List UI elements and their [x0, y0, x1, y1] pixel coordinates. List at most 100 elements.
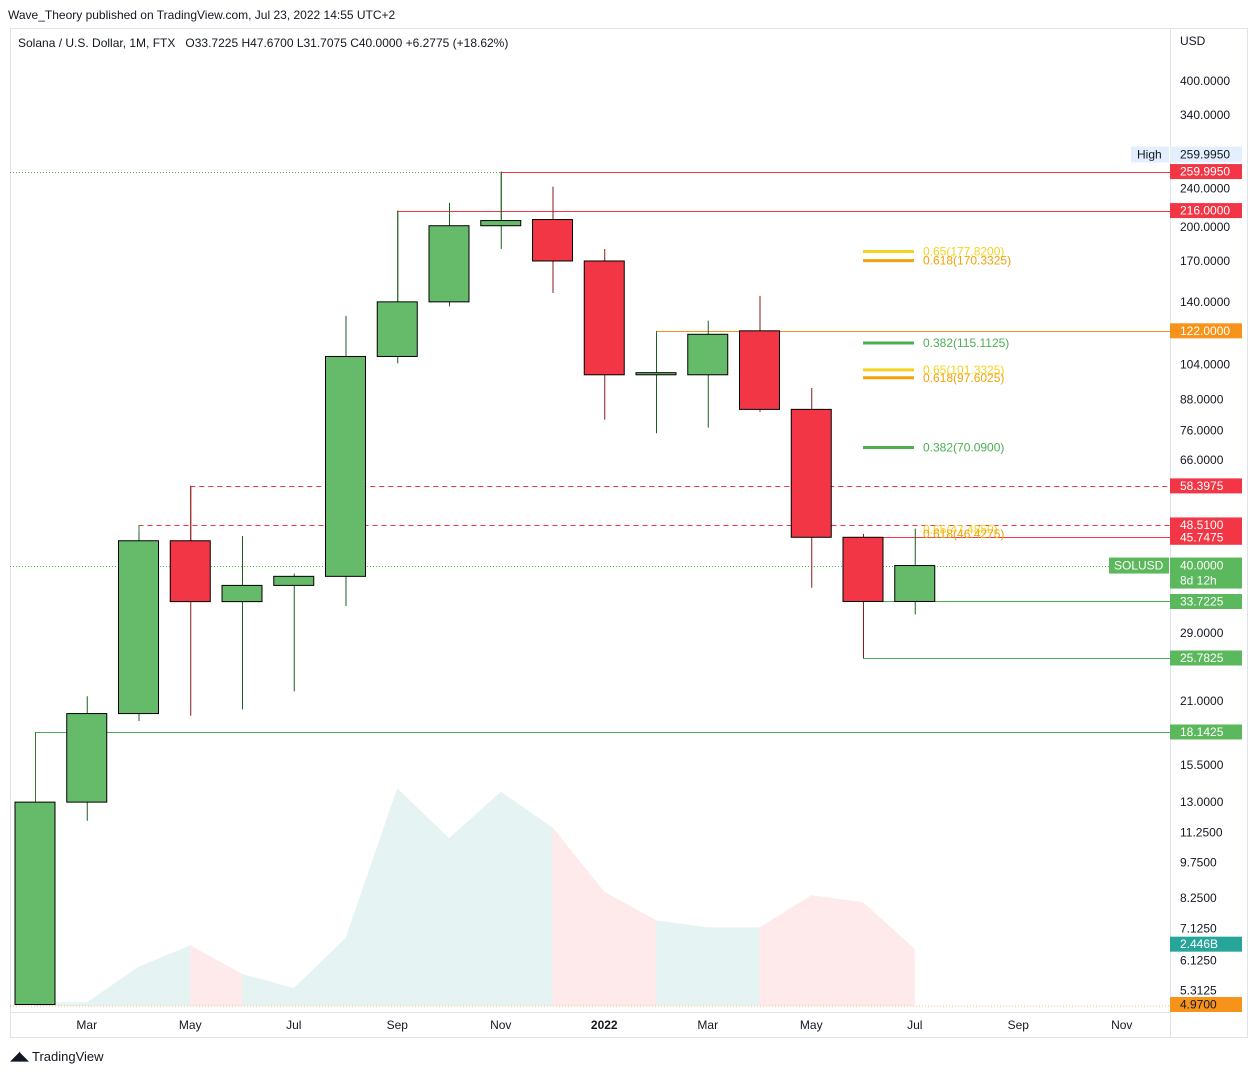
candle-body	[894, 565, 936, 602]
volume-segment	[293, 938, 346, 1006]
candle[interactable]	[66, 696, 108, 821]
time-tick-label: Nov	[490, 1018, 511, 1032]
volume-segment	[345, 788, 398, 1006]
price-tick-label: 9.7500	[1180, 856, 1217, 870]
level-price-tag: 259.9950	[1180, 165, 1230, 179]
candle-body	[376, 301, 418, 357]
price-tick-label: 21.0000	[1180, 694, 1224, 708]
price-tick-label: 7.1250	[1180, 922, 1217, 936]
volume-segment	[397, 788, 449, 1006]
time-tick-label: Mar	[697, 1018, 718, 1032]
publisher-line: Wave_Theory published on TradingView.com…	[8, 8, 396, 22]
volume-tag-bg	[1170, 936, 1242, 952]
time-tick-label: May	[800, 1018, 823, 1032]
candle-body	[842, 536, 884, 602]
candle[interactable]	[635, 332, 677, 434]
candle-body	[583, 260, 625, 376]
price-tick-label: 240.0000	[1180, 181, 1230, 195]
price-tick-label: 8.2500	[1180, 891, 1217, 905]
level-price-tag-bg	[1170, 164, 1242, 180]
level-price-tag-bg	[1170, 650, 1242, 666]
fib-label: 0.618(97.6025)	[923, 371, 1004, 385]
time-tick-label: Mar	[76, 1018, 97, 1032]
candle[interactable]	[325, 315, 366, 607]
time-tick-label: Sep	[387, 1018, 409, 1032]
candle[interactable]	[480, 171, 522, 249]
price-tick-label: 340.0000	[1180, 108, 1230, 122]
volume-segment	[552, 827, 605, 1006]
price-tick-label: 5.3125	[1180, 983, 1217, 997]
candle[interactable]	[221, 536, 263, 710]
candle[interactable]	[14, 801, 56, 1006]
time-tick-label: 2022	[591, 1018, 618, 1032]
candle-body	[66, 713, 108, 803]
price-tick-label: 29.0000	[1180, 626, 1224, 640]
tradingview-brand[interactable]: ◢◣ TradingView	[10, 1048, 104, 1064]
level-price-tag: 45.7475	[1180, 530, 1224, 544]
candle[interactable]	[428, 202, 470, 307]
volume-area-layer	[10, 788, 1170, 1007]
volume-segment	[242, 973, 294, 1006]
price-tick-label: 104.0000	[1180, 357, 1230, 371]
current-symbol-bg	[1109, 557, 1169, 574]
candle-body	[739, 330, 780, 410]
candle[interactable]	[532, 186, 573, 294]
level-price-tag-bg	[1170, 593, 1242, 609]
level-price-tag-bg	[1170, 517, 1242, 533]
volume-segment	[449, 791, 501, 1006]
candle[interactable]	[739, 295, 780, 412]
current-symbol: SOLUSD	[1114, 559, 1164, 573]
level-price-tag: 122.0000	[1180, 324, 1230, 338]
volume-segment	[86, 966, 139, 1006]
time-tick-label: Jul	[907, 1018, 922, 1032]
candle-body	[687, 333, 729, 376]
candle[interactable]	[687, 320, 729, 428]
candle[interactable]	[169, 485, 211, 716]
time-axis[interactable]: Mar May Jul Sep Nov 2022 Mar May Jul Sep Nov	[10, 1012, 1170, 1033]
level-price-tag-bg	[1170, 478, 1242, 494]
brand-label: TradingView	[32, 1048, 104, 1064]
price-tags-layer: High 259.9950 259.9950 216.0000 122.0000 58.3…	[1109, 146, 1242, 1013]
candle-body	[273, 575, 315, 586]
candle[interactable]	[583, 248, 625, 420]
price-tick-label: 200.0000	[1180, 220, 1230, 234]
volume-tag: 2.446B	[1180, 937, 1218, 951]
current-price-bg	[1170, 557, 1242, 589]
current-countdown: 8d 12h	[1180, 574, 1217, 588]
candles-layer[interactable]	[14, 171, 936, 1006]
price-tick-label: 140.0000	[1180, 295, 1230, 309]
symbol-legend: Solana / U.S. Dollar, 1M, FTX O33.7225 H…	[18, 36, 508, 50]
candle-body	[14, 801, 56, 1006]
volume-segment	[811, 895, 863, 1006]
volume-segment	[138, 945, 191, 1006]
volume-tag-bg	[1170, 997, 1242, 1013]
time-tick-label: Jul	[286, 1018, 301, 1032]
candle[interactable]	[842, 533, 884, 658]
candle[interactable]	[790, 387, 832, 588]
high-marker-label: High	[1137, 148, 1162, 162]
price-tick-label: 11.2500	[1180, 826, 1223, 840]
fib-label: 0.65(47.4850)	[923, 522, 998, 536]
price-tick-label: 88.0000	[1180, 393, 1224, 407]
time-tick-label: Nov	[1111, 1018, 1132, 1032]
price-axis[interactable]: USD 400.0000 340.0000 240.0000 200.0000 170.0…	[1170, 28, 1231, 1038]
volume-segment	[190, 945, 242, 1006]
level-price-tag: 48.5100	[1180, 518, 1224, 532]
level-price-tag: 216.0000	[1180, 204, 1230, 218]
price-tick-label: 13.0000	[1180, 795, 1224, 809]
volume-segment	[500, 791, 553, 1006]
candle[interactable]	[894, 528, 936, 615]
level-price-tag: 25.7825	[1180, 651, 1224, 665]
candle[interactable]	[118, 531, 159, 722]
candle-body	[635, 372, 677, 376]
candle[interactable]	[376, 210, 418, 364]
candle-body	[118, 540, 159, 715]
fibonacci-layer: 0.65(177.8200)0.618(170.3325) 0.382(115.1…	[863, 245, 1011, 541]
fib-label: 0.65(101.3325)	[923, 363, 1004, 377]
candle-body	[428, 225, 470, 303]
time-tick-label: May	[179, 1018, 202, 1032]
candle[interactable]	[273, 573, 315, 692]
candle-body	[169, 540, 211, 603]
candle-body	[532, 219, 573, 262]
